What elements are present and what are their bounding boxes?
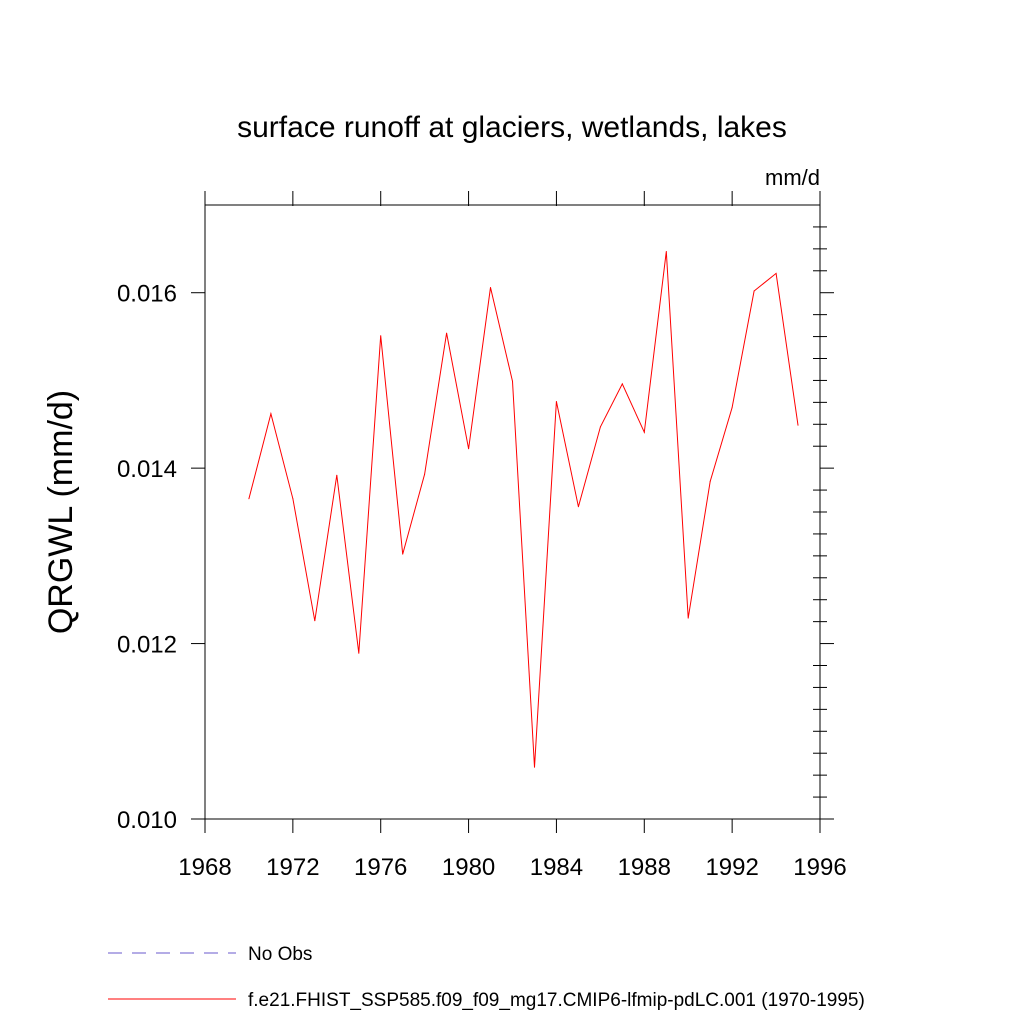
- data-point: [599, 426, 601, 428]
- x-tick-label: 1992: [705, 854, 758, 881]
- data-point: [709, 480, 711, 482]
- plot-frame: [204, 204, 821, 820]
- data-point: [314, 620, 316, 622]
- data-point: [402, 553, 404, 555]
- data-point: [687, 617, 689, 619]
- x-tick-label: 1980: [442, 854, 495, 881]
- legend: No Obs f.e21.FHIST_SSP585.f09_f09_mg17.CM…: [108, 944, 865, 1011]
- series-group: [248, 251, 799, 768]
- chart-title: surface runoff at glaciers, wetlands, la…: [237, 111, 787, 144]
- axis-ticks: [191, 191, 834, 833]
- x-tick-label: 1996: [793, 854, 846, 881]
- x-tick-label: 1976: [354, 854, 407, 881]
- y-tick-labels: 0.010 0.012 0.014 0.016: [117, 281, 177, 834]
- y-tick-label: 0.014: [117, 456, 177, 483]
- legend-label: f.e21.FHIST_SSP585.f09_f09_mg17.CMIP6-lf…: [248, 990, 865, 1011]
- y-tick-label: 0.012: [117, 632, 177, 659]
- data-point: [665, 251, 667, 252]
- data-point: [490, 287, 491, 288]
- data-point: [512, 380, 513, 382]
- data-point: [643, 431, 645, 433]
- data-point: [797, 424, 799, 426]
- data-point: [621, 383, 623, 385]
- x-tick-label: 1988: [618, 854, 671, 881]
- data-point: [534, 766, 535, 768]
- data-point: [380, 335, 382, 337]
- data-point: [731, 407, 733, 409]
- data-point: [775, 272, 777, 274]
- data-point: [468, 448, 470, 450]
- x-tick-label: 1968: [178, 854, 231, 881]
- x-tick-label: 1984: [530, 854, 583, 881]
- data-point: [424, 473, 426, 475]
- data-point: [270, 413, 272, 415]
- data-point: [446, 332, 448, 334]
- units-label: mm/d: [765, 165, 820, 190]
- y-tick-label: 0.016: [117, 281, 177, 308]
- y-tick-label: 0.010: [117, 807, 177, 834]
- data-point: [336, 474, 338, 476]
- data-point: [248, 498, 250, 500]
- x-tick-label: 1972: [266, 854, 319, 881]
- legend-label: No Obs: [248, 944, 312, 965]
- series-line: [248, 251, 799, 768]
- data-point: [555, 401, 557, 402]
- data-point: [358, 652, 360, 654]
- x-tick-labels: 1968 1972 1976 1980 1984 1988 1992 1996: [178, 854, 846, 881]
- data-point: [577, 506, 579, 508]
- data-point: [753, 290, 755, 292]
- data-point: [292, 498, 294, 500]
- y-axis-label: QRGWL (mm/d): [42, 390, 80, 634]
